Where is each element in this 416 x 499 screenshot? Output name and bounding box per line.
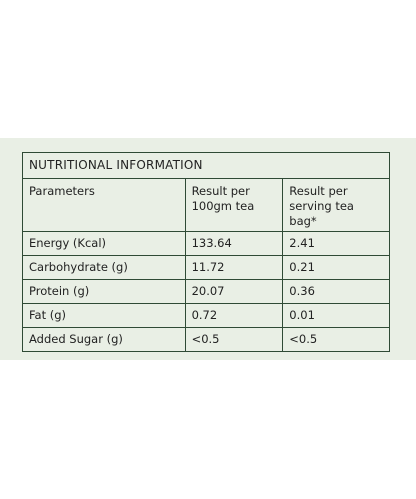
data-row: Energy (Kcal) 133.64 2.41 bbox=[22, 231, 390, 256]
row-label: Fat (g) bbox=[22, 303, 186, 328]
cell: Result per serving tea bag* bbox=[282, 178, 390, 232]
data-row: Added Sugar (g) <0.5 <0.5 bbox=[22, 327, 390, 352]
header-row: Parameters Result per 100gm tea Result per… bbox=[22, 178, 390, 232]
row-label: Added Sugar (g) bbox=[22, 327, 186, 352]
data-row: Protein (g) 20.07 0.36 bbox=[22, 279, 390, 304]
data-row: Fat (g) 0.72 0.01 bbox=[22, 303, 390, 328]
cell: 0.21 bbox=[282, 255, 390, 280]
row-label: Protein (g) bbox=[22, 279, 186, 304]
cell: 133.64 bbox=[184, 231, 284, 256]
cell: 0.01 bbox=[282, 303, 390, 328]
cell: 2.41 bbox=[282, 231, 390, 256]
cell: <0.5 bbox=[282, 327, 390, 352]
row-label: Energy (Kcal) bbox=[22, 231, 186, 256]
cell: 20.07 bbox=[184, 279, 284, 304]
cell: <0.5 bbox=[184, 327, 284, 352]
nutrition-table: NUTRITIONAL INFORMATION Parameters Result… bbox=[22, 152, 390, 352]
cell: 0.72 bbox=[184, 303, 284, 328]
cell: 11.72 bbox=[184, 255, 284, 280]
data-row: Carbohydrate (g) 11.72 0.21 bbox=[22, 255, 390, 280]
cell: Result per 100gm tea bbox=[184, 178, 284, 232]
row-label: Parameters bbox=[22, 178, 186, 232]
cell: 0.36 bbox=[282, 279, 390, 304]
row-label: Carbohydrate (g) bbox=[22, 255, 186, 280]
table-title: NUTRITIONAL INFORMATION bbox=[22, 152, 390, 179]
